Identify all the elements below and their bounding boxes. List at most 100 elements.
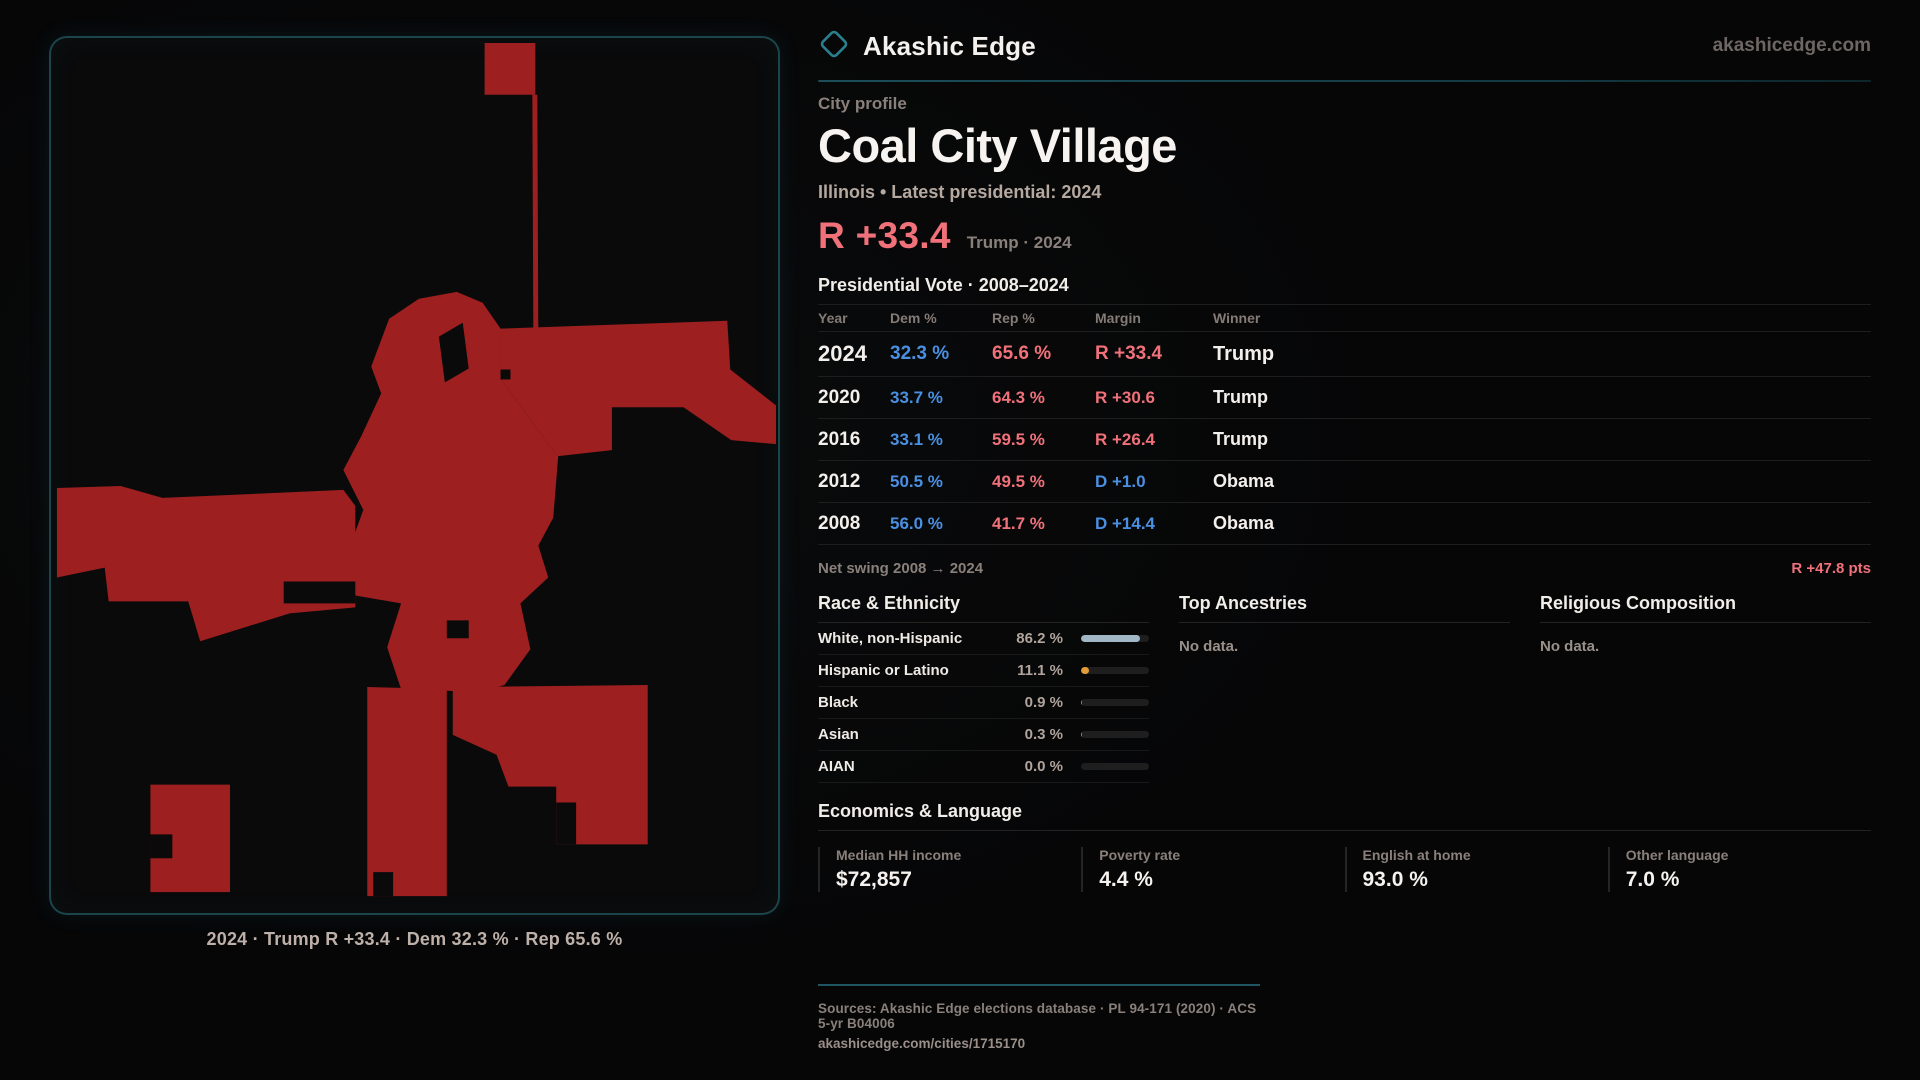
demographics-grid: Race & Ethnicity White, non-Hispanic 86.…	[818, 593, 1871, 783]
cell-rep: 41.7 %	[992, 513, 1045, 533]
cell-winner: Trump	[1213, 387, 1269, 407]
race-title: Race & Ethnicity	[818, 593, 1149, 623]
race-label: White, non-Hispanic	[818, 630, 963, 647]
race-bar	[1081, 731, 1149, 738]
race-value: 0.9 %	[1024, 694, 1063, 711]
vote-row[interactable]: 2008 56.0 % 41.7 % D +14.4 Obama	[818, 503, 1871, 545]
cell-rep: 64.3 %	[992, 387, 1045, 407]
race-row: Black 0.9 %	[818, 687, 1149, 719]
content-pane: Akashic Edge akashicedge.com City profil…	[818, 26, 1871, 1051]
race-value: 86.2 %	[1016, 630, 1063, 647]
cell-dem: 50.5 %	[890, 471, 943, 491]
race-bar	[1081, 699, 1149, 706]
cell-dem: 56.0 %	[890, 513, 943, 533]
stat-value: 93.0 %	[1362, 868, 1428, 891]
cell-dem: 33.7 %	[890, 387, 943, 407]
cell-year: 2016	[818, 428, 861, 450]
stat-value: 4.4 %	[1099, 868, 1153, 891]
cell-year: 2024	[818, 341, 867, 366]
ancestries-title: Top Ancestries	[1179, 593, 1510, 623]
subtitle: Illinois • Latest presidential: 2024	[818, 182, 1102, 202]
vote-row[interactable]: 2024 32.3 % 65.6 % R +33.4 Trump	[818, 332, 1871, 377]
cell-rep: 65.6 %	[992, 343, 1052, 364]
stat-value: 7.0 %	[1625, 868, 1680, 891]
race-label: Asian	[818, 726, 859, 743]
vote-row[interactable]: 2016 33.1 % 59.5 % R +26.4 Trump	[818, 419, 1871, 461]
cell-rep: 59.5 %	[992, 429, 1045, 449]
vote-table-header: Year Dem % Rep % Margin Winner	[818, 304, 1871, 332]
col-winner: Winner	[1213, 310, 1261, 326]
page-title: Coal City Village	[818, 119, 1177, 172]
city-map[interactable]	[49, 36, 780, 915]
cell-margin: D +1.0	[1095, 471, 1146, 491]
cell-rep: 49.5 %	[992, 471, 1045, 491]
cell-margin: R +30.6	[1095, 387, 1156, 407]
kicker: City profile	[818, 94, 907, 113]
map-caption: 2024 · Trump R +33.4 · Dem 32.3 % · Rep …	[206, 929, 623, 949]
race-label: AIAN	[818, 758, 855, 775]
race-bar	[1081, 635, 1149, 642]
race-label: Black	[818, 694, 859, 711]
race-row: AIAN 0.0 %	[818, 751, 1149, 783]
vote-table-title: Presidential Vote · 2008–2024	[818, 275, 1069, 295]
cell-winner: Obama	[1213, 513, 1275, 533]
net-swing-label: Net swing 2008 → 2024	[818, 559, 984, 577]
brand[interactable]: Akashic Edge	[818, 28, 1036, 65]
footer: Sources: Akashic Edge elections database…	[818, 984, 1260, 1051]
cell-margin: R +33.4	[1095, 343, 1163, 364]
net-swing-row: Net swing 2008 → 2024 R +47.8 pts	[818, 545, 1871, 579]
cell-margin: D +14.4	[1095, 513, 1156, 533]
cell-dem: 33.1 %	[890, 429, 943, 449]
religion-column: Religious Composition No data.	[1540, 593, 1871, 783]
col-margin: Margin	[1095, 310, 1141, 326]
sources-text: Sources: Akashic Edge elections database…	[818, 1001, 1257, 1031]
race-bar	[1081, 667, 1149, 674]
race-bar	[1081, 763, 1149, 770]
header: Akashic Edge akashicedge.com	[818, 26, 1871, 66]
ancestries-column: Top Ancestries No data.	[1179, 593, 1510, 783]
permalink[interactable]: akashicedge.com/cities/1715170	[818, 1036, 1026, 1051]
stat-label: Median HH income	[836, 847, 962, 863]
brand-name: Akashic Edge	[863, 30, 1036, 61]
cell-winner: Trump	[1213, 342, 1275, 365]
stat-label: Poverty rate	[1099, 847, 1181, 863]
religion-title: Religious Composition	[1540, 593, 1871, 623]
col-dem: Dem %	[890, 310, 937, 326]
stat-label: Other language	[1625, 847, 1729, 863]
stat-english-at-home: English at home 93.0 %	[1344, 847, 1608, 892]
headline-note: Trump · 2024	[966, 233, 1072, 252]
race-value: 0.3 %	[1024, 726, 1063, 743]
economics-stats: Median HH income $72,857 Poverty rate 4.…	[818, 847, 1871, 892]
stat-median-income: Median HH income $72,857	[818, 847, 1081, 892]
headline-margin-row: R +33.4 Trump · 2024	[818, 215, 1871, 259]
cell-winner: Trump	[1213, 429, 1269, 449]
race-ethnicity-column: Race & Ethnicity White, non-Hispanic 86.…	[818, 593, 1149, 783]
cell-winner: Obama	[1213, 471, 1275, 491]
cell-year: 2012	[818, 470, 861, 492]
cell-year: 2008	[818, 512, 861, 534]
cell-year: 2020	[818, 386, 861, 408]
race-row: Hispanic or Latino 11.1 %	[818, 655, 1149, 687]
net-swing-value: R +47.8 pts	[1791, 559, 1871, 577]
race-row: Asian 0.3 %	[818, 719, 1149, 751]
economics-title: Economics & Language	[818, 801, 1871, 831]
ancestries-empty: No data.	[1179, 638, 1239, 655]
stat-value: $72,857	[836, 868, 912, 891]
race-value: 11.1 %	[1017, 662, 1063, 679]
cell-dem: 32.3 %	[890, 343, 950, 364]
stat-other-language: Other language 7.0 %	[1607, 847, 1871, 892]
brand-diamond-icon	[818, 28, 850, 65]
brand-domain-link[interactable]: akashicedge.com	[1712, 35, 1871, 56]
race-row: White, non-Hispanic 86.2 %	[818, 623, 1149, 655]
city-boundary-svg	[56, 42, 777, 897]
vote-row[interactable]: 2020 33.7 % 64.3 % R +30.6 Trump	[818, 377, 1871, 419]
headline-margin: R +33.4	[818, 215, 951, 256]
cell-margin: R +26.4	[1095, 429, 1156, 449]
race-label: Hispanic or Latino	[818, 662, 949, 679]
vote-row[interactable]: 2012 50.5 % 49.5 % D +1.0 Obama	[818, 461, 1871, 503]
race-value: 0.0 %	[1024, 758, 1063, 775]
header-divider	[818, 80, 1871, 82]
stat-poverty-rate: Poverty rate 4.4 %	[1081, 847, 1344, 892]
stat-label: English at home	[1362, 847, 1471, 863]
